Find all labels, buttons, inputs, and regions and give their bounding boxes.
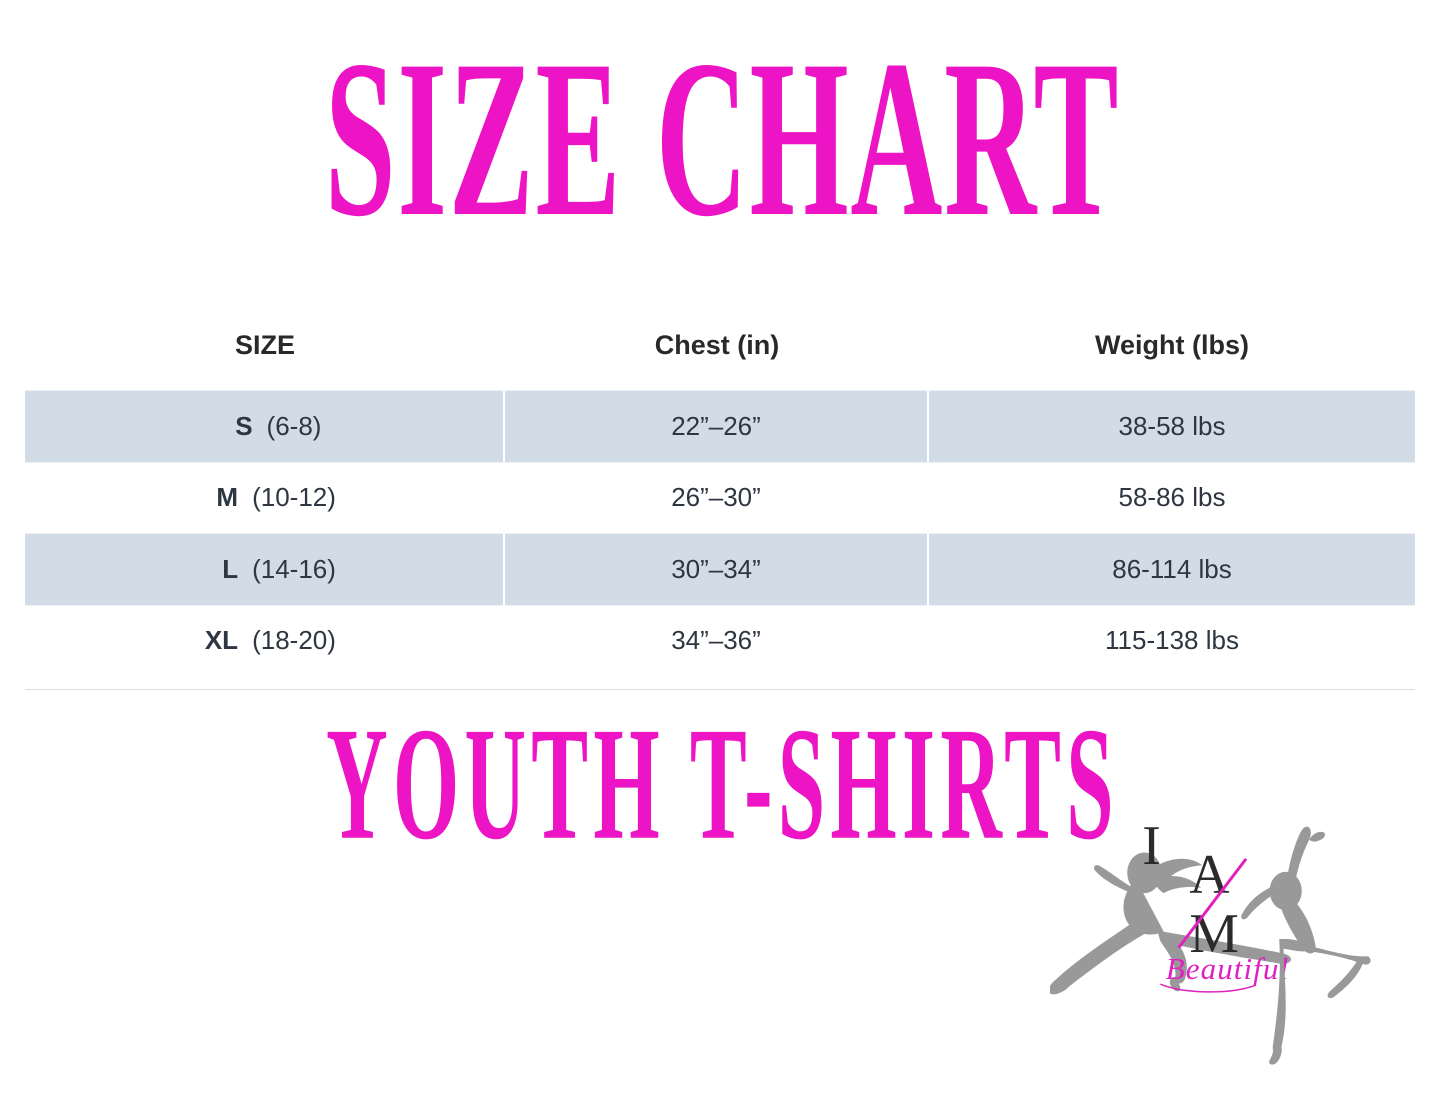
svg-text:I: I (1142, 815, 1161, 877)
svg-text:A: A (1189, 844, 1229, 906)
svg-text:Beautiful: Beautiful (1166, 951, 1289, 986)
